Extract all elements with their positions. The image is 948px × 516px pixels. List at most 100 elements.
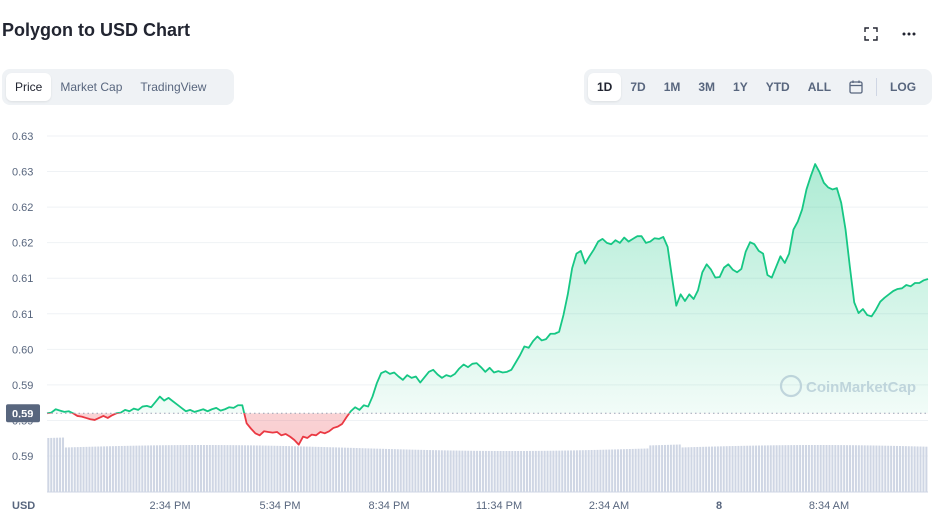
volume-bar <box>828 445 831 492</box>
volume-bar <box>50 437 53 492</box>
calendar-icon[interactable] <box>840 73 872 101</box>
volume-bar <box>85 446 88 492</box>
volume-bar <box>326 447 329 492</box>
volume-bar <box>572 450 575 492</box>
reference-line: 0.59 <box>6 404 928 423</box>
volume-bar <box>596 449 599 492</box>
volume-bar <box>335 447 338 492</box>
volume-bar <box>669 444 672 492</box>
volume-bar <box>364 448 367 492</box>
y-tick-label: 0.61 <box>12 309 33 321</box>
volume-bar <box>904 446 907 492</box>
y-axis-ticks: 0.630.630.620.620.610.610.600.590.590.59 <box>12 131 33 463</box>
volume-bar <box>487 450 490 492</box>
volume-bar <box>108 446 112 492</box>
volume-bar <box>385 448 388 492</box>
y-tick-label: 0.61 <box>12 273 33 285</box>
volume-bar <box>323 447 326 492</box>
volume-bar <box>664 444 667 492</box>
volume-bar <box>919 446 922 492</box>
range-7d[interactable]: 7D <box>630 80 646 94</box>
volume-bar <box>643 448 646 492</box>
volume-bar <box>690 447 693 492</box>
more-icon-glyph <box>902 32 916 36</box>
range-1y[interactable]: 1Y <box>733 80 748 94</box>
volume-bar <box>420 449 423 492</box>
tab-price[interactable]: Price <box>6 73 52 101</box>
volume-bar <box>890 445 893 492</box>
volume-bar <box>608 449 611 492</box>
volume-bar <box>244 445 247 492</box>
volume-bar <box>725 446 728 492</box>
volume-bar <box>446 450 449 492</box>
volume-bar <box>411 449 414 492</box>
volume-bar <box>200 445 203 492</box>
volume-bar <box>349 447 352 492</box>
volume-bar <box>276 445 279 492</box>
x-axis-ticks: 2:34 PM 5:34 PM 8:34 PM 11:34 PM 2:34 AM 8 8:3… <box>12 491 928 512</box>
volume-bar <box>558 450 561 492</box>
volume-bar <box>440 450 443 492</box>
volume-bar <box>182 445 185 492</box>
volume-bar <box>640 448 643 492</box>
volume-bar <box>208 445 211 492</box>
volume-bar <box>232 445 235 492</box>
volume-bar <box>825 445 828 492</box>
volume-bar <box>481 450 484 492</box>
range-tabs: 1D 7D 1M 3M 1Y YTD ALL LOG <box>584 69 932 105</box>
range-1m[interactable]: 1M <box>663 80 681 94</box>
range-3m[interactable]: 3M <box>698 80 716 94</box>
range-ytd[interactable]: YTD <box>765 80 790 94</box>
x-tick-label: 8:34 AM <box>809 500 849 512</box>
volume-bar <box>760 445 763 492</box>
x-tick-label: 8 <box>716 500 722 512</box>
volume-bar <box>772 445 775 492</box>
volume-bar <box>496 450 499 492</box>
volume-bar <box>681 447 684 492</box>
volume-bar <box>746 445 749 492</box>
volume-bar <box>100 446 103 492</box>
volume-bar <box>249 445 252 492</box>
volume-bar <box>769 445 772 492</box>
volume-bar <box>778 445 781 492</box>
log-toggle[interactable]: LOG <box>890 80 917 94</box>
volume-bar <box>449 450 452 492</box>
price-area <box>46 163 929 446</box>
tab-tradingview[interactable]: TradingView <box>140 80 207 94</box>
volume-bar <box>804 445 807 492</box>
volume-bar <box>781 445 784 492</box>
volume-bar <box>831 445 834 492</box>
range-1d[interactable]: 1D <box>588 73 622 101</box>
volume-bar <box>907 446 910 492</box>
more-horizontal-icon[interactable] <box>898 26 920 48</box>
volume-bar <box>622 449 625 492</box>
volume-bar <box>464 450 467 492</box>
view-tabs: Price Market Cap TradingView <box>2 69 234 105</box>
volume-bar <box>872 445 875 492</box>
x-tick-label: 5:34 PM <box>260 500 301 512</box>
tab-market-cap[interactable]: Market Cap <box>60 80 123 94</box>
y-tick-label: 0.63 <box>12 167 33 179</box>
volume-bar <box>849 445 852 492</box>
volume-bar <box>587 450 590 492</box>
volume-bar <box>866 445 869 492</box>
volume-bar <box>757 445 761 492</box>
volume-bar <box>523 450 526 492</box>
volume-bar <box>361 448 364 492</box>
volume-bar <box>241 445 244 492</box>
range-all[interactable]: ALL <box>807 80 832 94</box>
range-divider <box>876 78 878 96</box>
expand-icon[interactable] <box>860 26 882 48</box>
volume-bar <box>91 446 94 492</box>
volume-bar <box>202 445 205 492</box>
volume-bar <box>176 445 179 492</box>
volume-bar <box>749 445 752 492</box>
volume-bar <box>352 447 355 492</box>
volume-bar <box>179 445 182 492</box>
volume-bar <box>722 446 725 492</box>
volume-bar <box>279 445 282 492</box>
volume-bar <box>138 445 141 492</box>
volume-bar <box>878 445 881 492</box>
volume-bar <box>531 450 534 492</box>
volume-bar <box>672 444 675 492</box>
